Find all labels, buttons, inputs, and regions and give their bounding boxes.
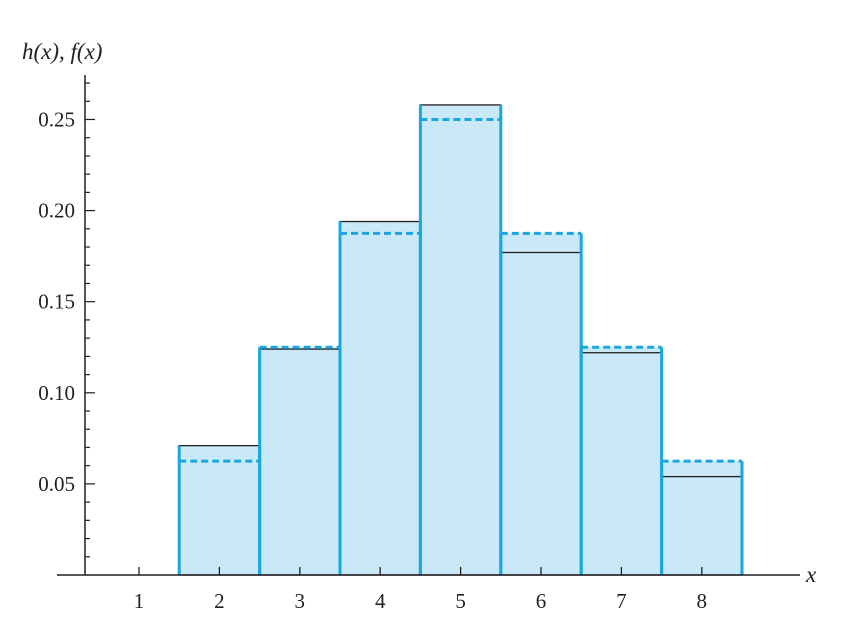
y-tick-label: 0.15: [38, 290, 75, 314]
axes: [57, 75, 800, 576]
bar-fill-extra-5: [420, 104, 501, 120]
x-tick-label: 3: [295, 589, 306, 613]
bar-fill-7: [581, 347, 662, 575]
ticks: 0.05 0.10 0.15 0.20 0.25 1 2 3 4 5 6 7 8: [38, 82, 708, 613]
bar-fill-3: [259, 347, 340, 575]
probability-bars: [177, 104, 744, 575]
bar-fill-8: [661, 461, 742, 575]
bar-fill-2: [179, 461, 260, 575]
bar-fills: [179, 104, 742, 575]
y-tick-label: 0.25: [38, 108, 75, 132]
x-tick-label: 6: [536, 589, 547, 613]
bar-fill-extra-4: [340, 221, 421, 234]
x-axis-title: x: [805, 562, 817, 587]
bar-fill-5: [420, 119, 501, 575]
x-tick-label: 1: [134, 589, 145, 613]
x-tick-label: 8: [697, 589, 708, 613]
y-tick-label: 0.05: [38, 472, 75, 496]
y-tick-label: 0.20: [38, 199, 75, 223]
y-tick-label: 0.10: [38, 381, 75, 405]
x-tick-label: 7: [616, 589, 627, 613]
bar-fill-extra-2: [179, 445, 260, 462]
bar-fill-4: [340, 233, 421, 575]
x-tick-label: 5: [455, 589, 466, 613]
bar-fill-6: [500, 233, 582, 575]
x-tick-label: 4: [375, 589, 386, 613]
y-axis-title: h(x), f(x): [22, 39, 102, 64]
x-tick-label: 2: [214, 589, 225, 613]
